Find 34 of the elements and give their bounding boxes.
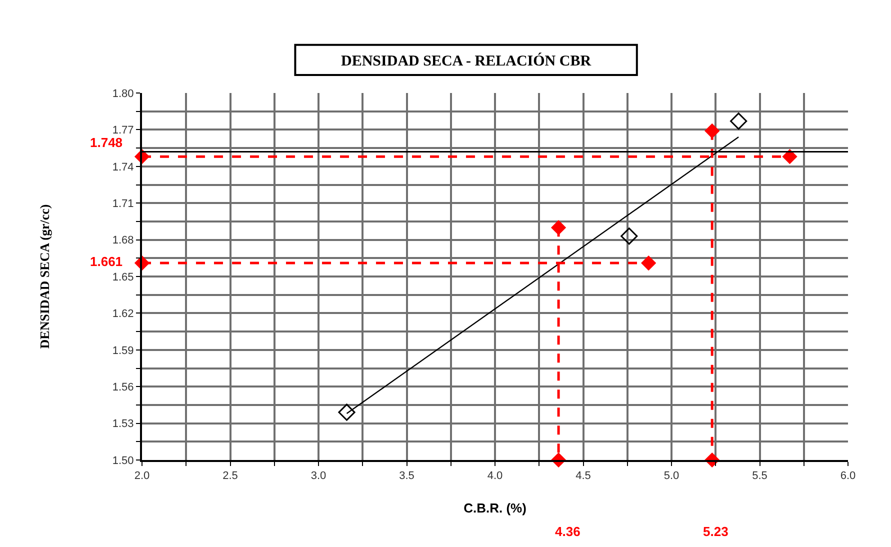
y-tick-label: 1.53 bbox=[112, 418, 134, 430]
chart-title: DENSIDAD SECA - RELACIÓN CBR bbox=[341, 52, 592, 70]
x-tick-label: 4.5 bbox=[576, 470, 591, 482]
y-axis-title: DENSIDAD SECA (gr/cc) bbox=[36, 204, 52, 349]
x-tick-label: 3.5 bbox=[399, 470, 414, 482]
y-tick-label: 1.56 bbox=[112, 381, 134, 394]
y-tick-label: 1.68 bbox=[112, 234, 134, 247]
point bbox=[704, 124, 720, 138]
text: 5.23 bbox=[703, 524, 728, 539]
point bbox=[641, 256, 656, 270]
point bbox=[620, 228, 638, 245]
text: 1.748 bbox=[90, 135, 123, 150]
x-tick-label: 5.5 bbox=[752, 470, 768, 482]
x-tick-label: 3.0 bbox=[310, 470, 326, 482]
y-tick-label: 1.80 bbox=[112, 88, 134, 100]
y-tick-label: 1.65 bbox=[112, 271, 134, 284]
text: 1.661 bbox=[90, 254, 123, 269]
point bbox=[782, 149, 798, 164]
x-tick-label: 6.0 bbox=[840, 470, 856, 482]
text: 4.36 bbox=[555, 524, 580, 539]
x-tick-label: 2.5 bbox=[222, 470, 238, 482]
x-tick-label: 2.0 bbox=[134, 470, 150, 482]
y-tick-label: 1.77 bbox=[112, 124, 134, 137]
point bbox=[730, 112, 748, 130]
point bbox=[338, 404, 356, 421]
y-tick-label: 1.62 bbox=[112, 308, 134, 320]
x-tick-label: 4.0 bbox=[487, 470, 503, 482]
x-tick-label: 5.0 bbox=[664, 470, 680, 482]
point bbox=[551, 220, 566, 235]
y-tick-label: 1.50 bbox=[112, 454, 134, 467]
y-tick-label: 1.59 bbox=[112, 344, 134, 357]
y-tick-label: 1.74 bbox=[112, 161, 134, 174]
x-axis-title: C.B.R. (%) bbox=[464, 500, 526, 516]
y-tick-label: 1.71 bbox=[112, 198, 134, 210]
